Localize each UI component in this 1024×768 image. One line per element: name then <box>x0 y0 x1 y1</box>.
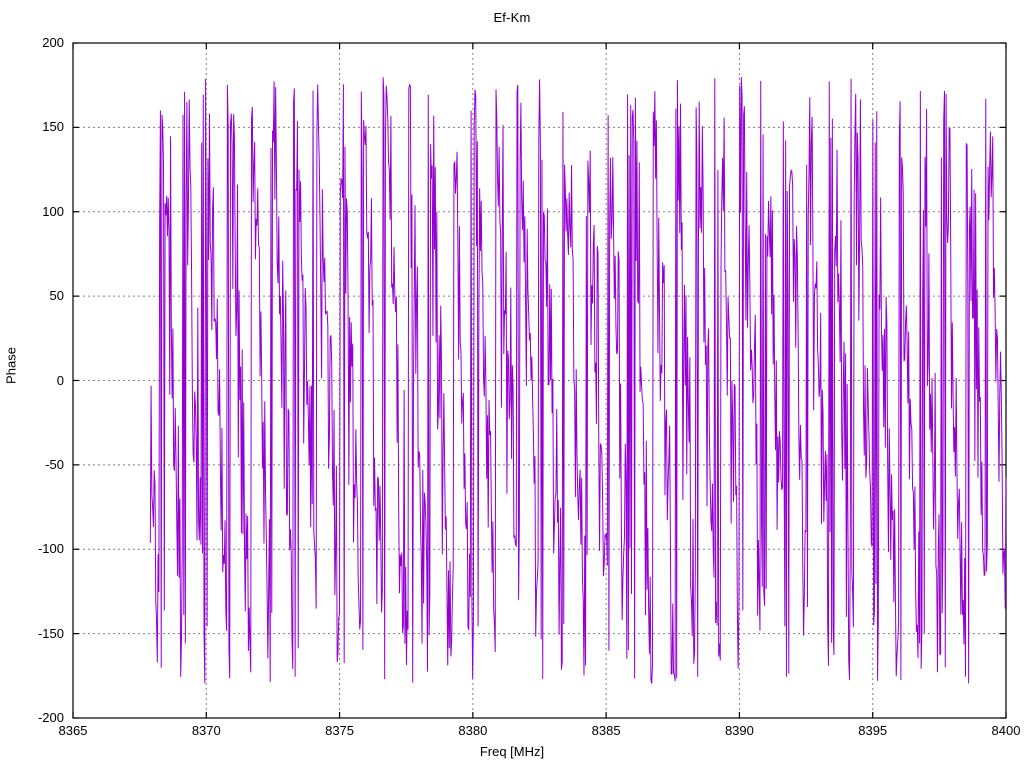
plot-border <box>72 42 1007 719</box>
y-tick-label-text: -200 <box>37 710 64 725</box>
x-tick-label-text: 8370 <box>191 723 221 738</box>
x-tick-label-text: 8385 <box>591 723 621 738</box>
grid-lines <box>73 43 1006 718</box>
x-axis-title: Freq [MHz] <box>479 744 545 759</box>
x-tick-label-text: 8400 <box>991 723 1021 738</box>
y-tick-label-text: 200 <box>42 35 64 50</box>
data-series-group <box>149 77 1007 684</box>
y-tick-label-text: 0 <box>56 372 64 388</box>
y-axis-title: Phase <box>3 347 19 384</box>
y-tick-label-text: -150 <box>37 625 64 641</box>
chart-title: Ef-Km <box>493 10 531 25</box>
x-tick-label-text: 8380 <box>458 723 488 738</box>
y-tick-label-text: 50 <box>49 288 64 304</box>
y-tick-label-text: 150 <box>42 119 64 135</box>
x-tick-label-text: 8395 <box>858 723 888 738</box>
y-tick-label-text: 100 <box>42 203 64 219</box>
x-tick-label-text: 8365 <box>58 723 88 738</box>
x-tick-label-text: 8390 <box>724 723 754 738</box>
y-tick-label-text: -100 <box>37 541 64 557</box>
phase-data-line <box>149 77 1007 684</box>
x-tick-label-text: 8375 <box>325 723 355 738</box>
y-tick-label-text: -50 <box>45 456 64 472</box>
